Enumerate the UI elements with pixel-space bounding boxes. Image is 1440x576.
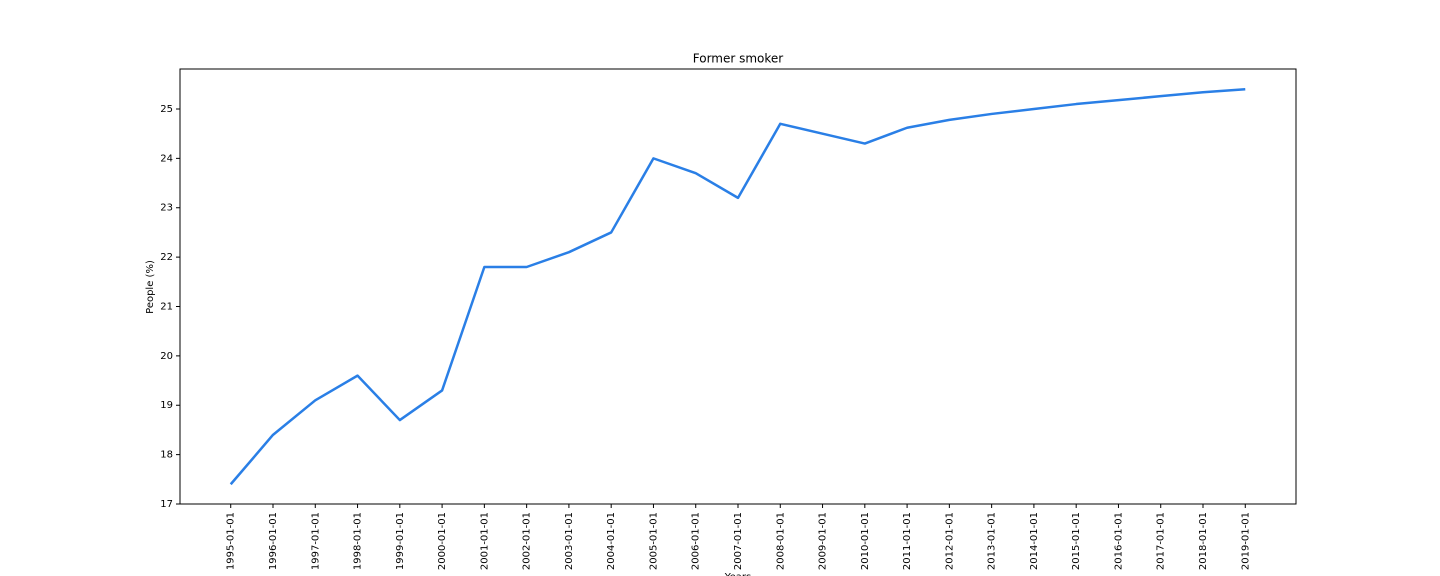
x-tick-label: 2017-01-01: [1156, 512, 1167, 570]
x-tick-label: 2013-01-01: [987, 512, 998, 570]
y-tick-label: 17: [160, 499, 173, 510]
x-tick-label: 2014-01-01: [1029, 512, 1040, 570]
x-tick-label: 2003-01-01: [564, 512, 575, 570]
chart-title: Former smoker: [693, 52, 784, 66]
y-tick-label: 20: [160, 351, 173, 362]
x-tick-label: 2001-01-01: [479, 512, 490, 570]
x-tick-label: 2007-01-01: [733, 512, 744, 570]
x-tick-label: 2006-01-01: [691, 512, 702, 570]
y-tick-label: 22: [160, 252, 173, 263]
x-tick-label: 1998-01-01: [353, 512, 364, 570]
x-tick-label: 1996-01-01: [268, 512, 279, 570]
line: [229, 87, 1246, 486]
plot-frame: [179, 68, 1297, 505]
x-axis-label: Years: [724, 572, 751, 576]
y-tick-label: 19: [160, 400, 173, 411]
x-tick-label: 2018-01-01: [1198, 512, 1209, 570]
y-tick-label: 23: [160, 203, 173, 214]
x-tick-label: 2011-01-01: [902, 512, 913, 570]
y-tick-label: 24: [160, 153, 173, 164]
x-tick-label: 1999-01-01: [395, 512, 406, 570]
x-tick-label: 2009-01-01: [818, 512, 829, 570]
y-tick-label: 21: [160, 301, 173, 312]
x-tick-label: 2008-01-01: [775, 512, 786, 570]
x-tick-label: 2015-01-01: [1071, 512, 1082, 570]
x-tick-label: 2019-01-01: [1240, 512, 1251, 570]
x-tick-label: 2005-01-01: [648, 512, 659, 570]
x-tick-label: 2016-01-01: [1113, 512, 1124, 570]
x-tick-label: 1997-01-01: [310, 512, 321, 570]
y-tick-label: 18: [160, 450, 173, 461]
y-axis-label: People (%): [145, 260, 156, 314]
y-tick-label: 25: [160, 104, 173, 115]
x-tick-label: 2002-01-01: [522, 512, 533, 570]
x-tick-label: 2010-01-01: [860, 512, 871, 570]
x-tick-label: 2004-01-01: [606, 512, 617, 570]
x-tick-label: 2012-01-01: [944, 512, 955, 570]
x-tick-label: 2000-01-01: [437, 512, 448, 570]
x-tick-label: 1995-01-01: [226, 512, 237, 570]
